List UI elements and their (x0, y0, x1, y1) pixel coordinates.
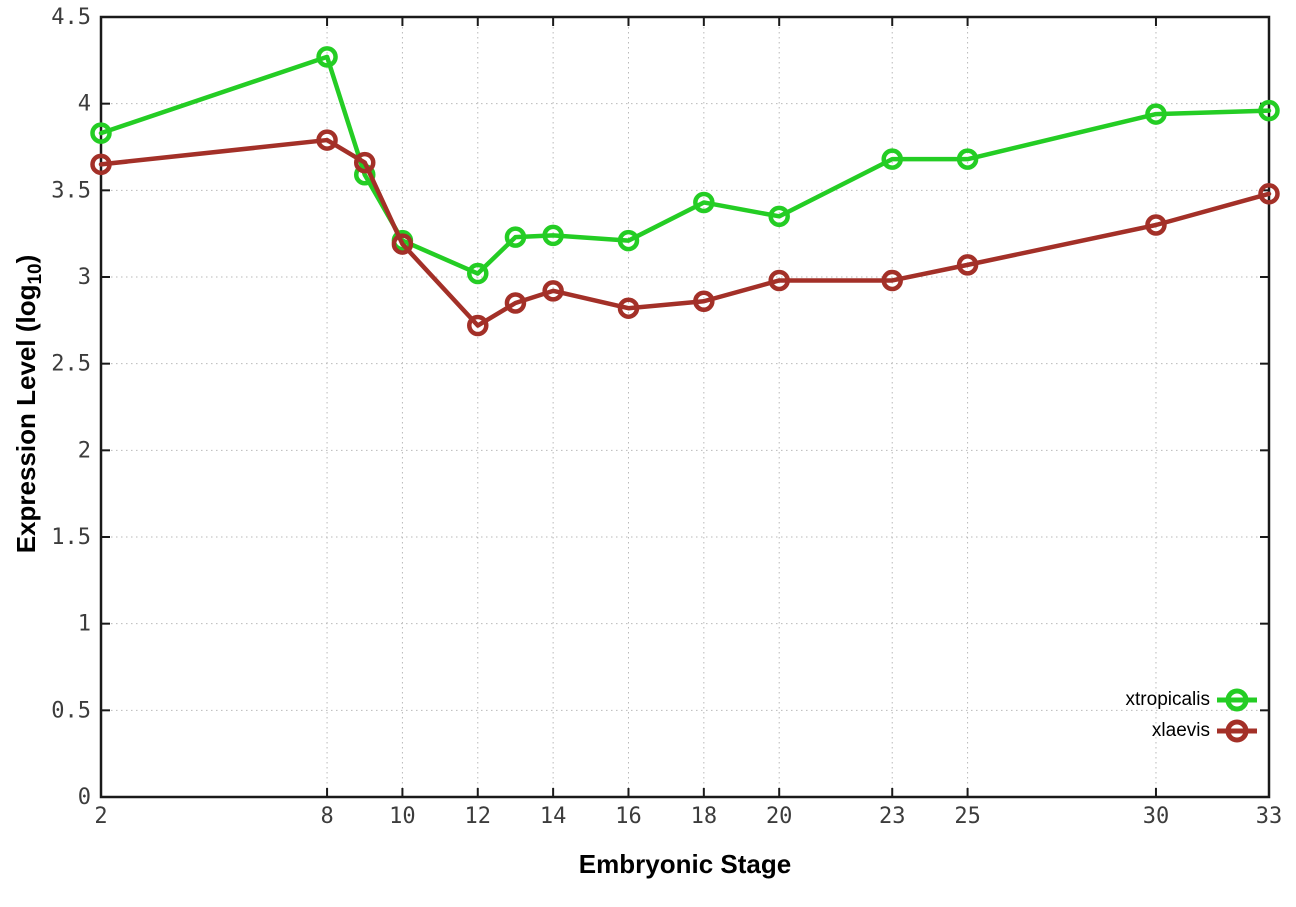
y-tick-label: 4.5 (51, 5, 91, 30)
x-tick-label: 23 (879, 804, 906, 829)
x-axis-title: Embryonic Stage (578, 849, 792, 879)
data-point-xtropicalis (90, 122, 112, 144)
y-axis-title-subscript: 10 (25, 263, 46, 285)
x-tick-label: 14 (540, 804, 567, 829)
data-point-xtropicalis (467, 262, 489, 285)
data-point-xlaevis (353, 151, 376, 174)
data-point-xtropicalis (504, 226, 527, 248)
data-point-xlaevis (1145, 214, 1167, 236)
data-point-xtropicalis (956, 148, 979, 170)
x-tick-label: 20 (766, 804, 793, 829)
series-line-xlaevis (98, 137, 1272, 328)
plot-frame (99, 15, 1271, 799)
data-point-xlaevis (617, 297, 640, 319)
series-xtropicalis (90, 46, 1280, 285)
legend-samples (1217, 688, 1257, 743)
data-point-xlaevis (542, 280, 564, 302)
data-point-xlaevis (467, 314, 489, 337)
y-tick-label: 3 (78, 265, 91, 290)
data-point-xtropicalis (768, 205, 790, 228)
data-point-xtropicalis (693, 191, 715, 214)
y-tick-label: 1.5 (51, 525, 91, 550)
grid-lines (100, 16, 1270, 798)
x-tick-label: 33 (1256, 804, 1283, 829)
axis-ticks (100, 16, 1270, 798)
y-axis-title-main: Expression Level (log (11, 284, 41, 554)
data-point-xlaevis (316, 129, 338, 151)
y-tick-label: 4 (78, 92, 91, 117)
x-tick-label: 30 (1143, 804, 1170, 829)
data-point-xtropicalis (542, 224, 564, 247)
y-tick-label: 3.5 (51, 178, 91, 203)
series-line-xtropicalis (98, 54, 1272, 276)
y-axis-title-close: ) (11, 254, 41, 264)
y-tick-label: 0.5 (51, 698, 91, 723)
y-tick-labels: 0 0.5 1 1.5 2 2.5 3 3.5 4 4.5 (51, 5, 91, 810)
y-tick-label: 2 (78, 438, 91, 463)
data-point-xlaevis (693, 290, 715, 313)
x-tick-label: 2 (94, 804, 107, 829)
x-tick-labels: 2 8 10 12 14 16 18 20 23 25 30 33 (94, 804, 1282, 829)
x-tick-label: 16 (615, 804, 642, 829)
x-tick-label: 8 (320, 804, 333, 829)
legend-label-xtropicalis: xtropicalis (1125, 689, 1210, 710)
data-point-xtropicalis (316, 46, 338, 68)
data-point-xtropicalis (617, 229, 640, 252)
x-tick-label: 25 (954, 804, 981, 829)
data-point-xlaevis (768, 269, 790, 292)
data-point-xlaevis (90, 153, 112, 176)
data-point-xlaevis (881, 269, 903, 292)
legend-marker-xlaevis (1225, 719, 1249, 743)
x-tick-label: 18 (691, 804, 718, 829)
y-tick-label: 0 (78, 785, 91, 810)
data-point-xlaevis (391, 233, 414, 255)
data-point-xtropicalis (881, 148, 903, 170)
series-xlaevis (90, 129, 1280, 337)
y-tick-label: 2.5 (51, 352, 91, 377)
data-point-xlaevis (504, 292, 527, 314)
legend-label-xlaevis: xlaevis (1151, 720, 1210, 741)
y-tick-label: 1 (78, 612, 91, 637)
y-axis-title: Expression Level (log10) (10, 204, 46, 604)
legend-marker-xtropicalis (1225, 688, 1249, 712)
data-point-xtropicalis (1258, 99, 1280, 122)
data-point-xtropicalis (1145, 103, 1167, 125)
data-point-xlaevis (1258, 183, 1280, 205)
x-tick-label: 10 (389, 804, 416, 829)
x-tick-label: 12 (465, 804, 492, 829)
data-point-xlaevis (956, 254, 979, 276)
